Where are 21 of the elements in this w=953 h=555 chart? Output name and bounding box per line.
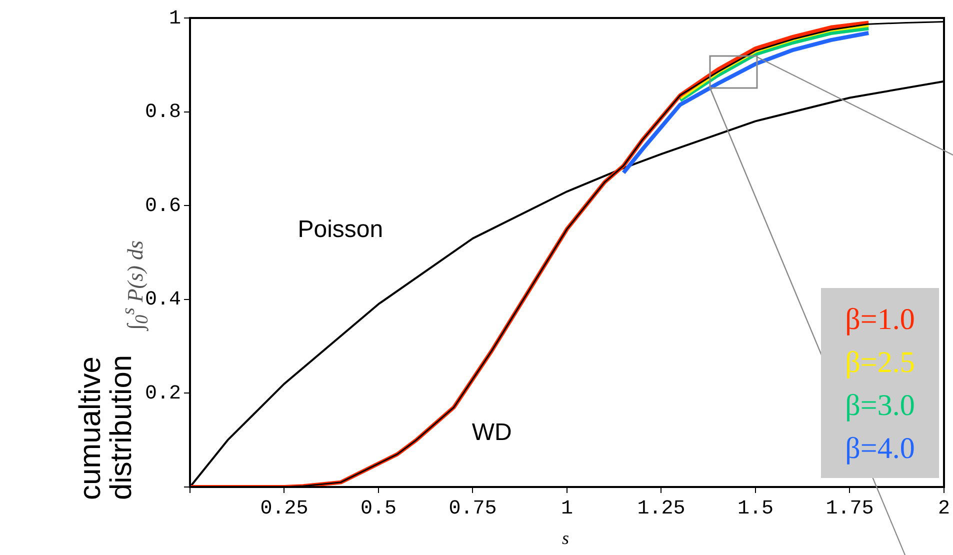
x-tick-label: 1.75 [826, 497, 874, 520]
y-tick-label: 0.2 [144, 382, 181, 406]
y-tick-label: 0.4 [144, 288, 181, 312]
x-tick-label: 2 [938, 497, 950, 520]
x-tick-label: 1 [560, 497, 574, 520]
y-axis-title: cumualtive distribution [74, 354, 138, 500]
y-tick-label: 1 [168, 7, 181, 30]
text: β=1.0 [844, 302, 916, 338]
series-label: WD [472, 419, 512, 448]
text: β=4.0 [844, 431, 916, 467]
x-axis-title: s [562, 528, 570, 549]
x-tick-label: 0.5 [360, 497, 397, 520]
x-tick-label: 1.5 [737, 497, 774, 520]
text: β=3.0 [844, 388, 916, 424]
y-tick-label: 0.8 [144, 101, 181, 124]
x-tick-label: 0.25 [260, 497, 308, 520]
series-label: Poisson [298, 216, 384, 244]
x-tick-label: 1.25 [637, 497, 686, 520]
text: β=2.5 [844, 345, 916, 381]
y-tick-label: 0.6 [144, 194, 181, 218]
x-tick-label: 0.75 [448, 497, 497, 520]
